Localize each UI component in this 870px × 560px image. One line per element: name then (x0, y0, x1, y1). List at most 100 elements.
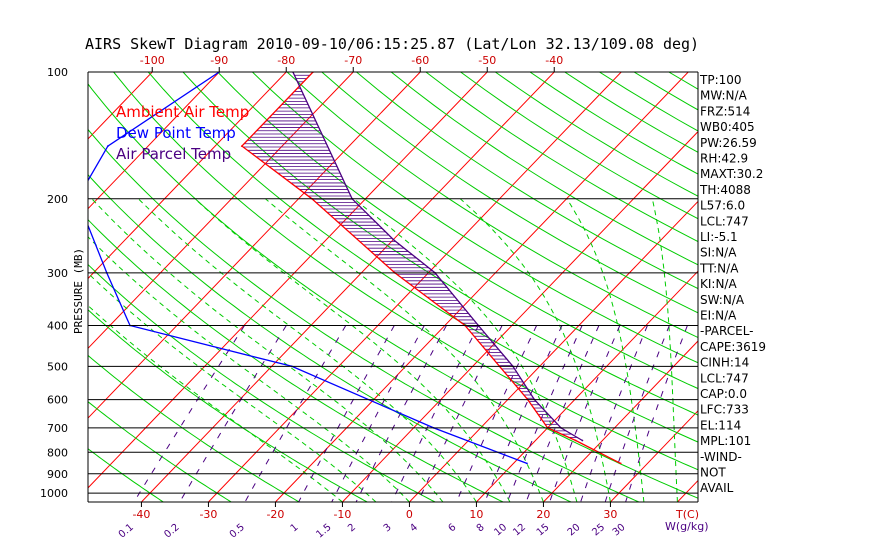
dry-adiabat-line (113, 72, 698, 471)
y-axis-label: PRESSURE (MB) (72, 248, 85, 334)
moist-adiabat-line (91, 198, 444, 502)
index-item: -WIND- (700, 450, 742, 464)
dry-adiabat-line (88, 218, 504, 502)
dry-adiabat-line (217, 72, 698, 390)
isotherm-line (88, 72, 488, 489)
mixing-ratio-line (456, 325, 538, 502)
dry-adiabat-line (88, 354, 300, 502)
moist-adiabat-line (459, 198, 611, 502)
isotherm-line (88, 72, 421, 419)
mixing-ratio-line (506, 325, 583, 502)
pressure-tick-label: 700 (47, 422, 68, 435)
index-item: LCL:747 (700, 371, 749, 385)
cape-hatch-layer (243, 72, 578, 438)
series-point (392, 238, 395, 241)
bottom-temp-tick-label: -20 (266, 508, 284, 521)
index-item: TP:100 (699, 73, 742, 87)
moist-adiabat-line (265, 198, 544, 502)
mixing-ratio-tick-label: 6 (446, 522, 458, 535)
index-item: NOT (700, 466, 726, 480)
moist-adiabat-line (194, 198, 511, 502)
dry-adiabat-line (88, 263, 436, 502)
bottom-temp-tick-label: 10 (469, 508, 483, 521)
pressure-tick-label: 800 (47, 446, 68, 459)
index-item: RH:42.9 (700, 152, 748, 166)
mixing-ratio-line (549, 325, 621, 502)
dry-adiabat-line (88, 309, 368, 502)
bottom-temp-tick-label: -10 (333, 508, 351, 521)
isotherm-line (409, 200, 698, 502)
mixing-ratio-line (179, 325, 287, 502)
dry-adiabat-line (356, 72, 698, 290)
index-item: LFC:733 (700, 403, 749, 417)
isotherm-line (476, 270, 698, 502)
dry-adiabat-line (88, 401, 232, 502)
series-point (574, 439, 577, 442)
series-line-dew-point-temp (88, 72, 528, 465)
index-item: MAXT:30.2 (700, 167, 763, 181)
series-point (526, 462, 528, 465)
index-item: EL:114 (700, 418, 741, 432)
index-item: L57:6.0 (700, 199, 745, 213)
index-item: KI:N/A (700, 277, 737, 291)
index-item: TH:4088 (699, 183, 751, 197)
series-line-ambient-air-temp (240, 72, 621, 464)
dry-adiabat-line (286, 72, 698, 339)
mixing-ratio-line (525, 325, 600, 502)
pressure-tick-label: 900 (47, 468, 68, 481)
mixing-ratio-line (417, 325, 503, 502)
index-item: -PARCEL- (700, 324, 754, 338)
mixing-ratio-tick-label: 3 (382, 522, 394, 535)
series-point (581, 439, 584, 442)
index-item: MW:N/A (700, 89, 748, 103)
legend-dew-point: Dew Point Temp (116, 124, 236, 142)
legend-ambient-air: Ambient Air Temp (116, 103, 249, 121)
legend: Ambient Air Temp Dew Point Temp Air Parc… (116, 103, 249, 163)
pressure-tick-label: 600 (47, 394, 68, 407)
series-point (619, 462, 622, 465)
index-item: SW:N/A (700, 293, 745, 307)
series-point (106, 145, 109, 148)
pressure-tick-label: 400 (47, 320, 68, 333)
isotherm-line (88, 72, 287, 280)
moist-adiabat-line (88, 236, 410, 502)
mixing-ratio-line (133, 325, 245, 502)
mixing-ratio-tick-label: 2 (346, 522, 358, 535)
mixing-ratio-line (625, 325, 688, 502)
mixing-ratio-tick-label: 8 (475, 522, 487, 535)
dry-adiabat-line (88, 83, 698, 499)
dry-adiabat-line (88, 174, 572, 502)
index-item: CAP:0.0 (700, 387, 747, 401)
index-item: LCL:747 (700, 214, 749, 228)
index-item: CINH:14 (700, 356, 749, 370)
isotherm-line (141, 72, 555, 502)
dry-adiabat-line (321, 72, 698, 314)
bottom-temp-tick-label: 0 (406, 508, 413, 521)
moist-adiabat-line (566, 198, 645, 502)
top-temp-tick-label: -100 (140, 54, 165, 67)
index-item: SI:N/A (700, 246, 737, 260)
mixing-ratio-axis-label: W(g/kg) (665, 520, 709, 533)
mixing-ratio-line (484, 325, 563, 502)
moist-adiabat-line (353, 198, 578, 502)
legend-air-parcel: Air Parcel Temp (116, 145, 231, 163)
index-item: LI:-5.1 (700, 230, 738, 244)
chart-title: AIRS SkewT Diagram 2010-09-10/06:15:25.8… (85, 35, 699, 53)
bottom-temp-tick-label: 20 (536, 508, 550, 521)
bottom-temp-tick-label: -40 (132, 508, 150, 521)
dry-adiabat-line (147, 72, 698, 443)
bottom-temp-tick-label: -30 (199, 508, 217, 521)
dry-adiabat-line (390, 72, 698, 266)
top-temp-tick-label: -40 (545, 54, 563, 67)
pressure-tick-label: 500 (47, 360, 68, 373)
isotherm-line (610, 410, 698, 502)
index-item: WB0:405 (700, 120, 755, 134)
top-temp-tick-label: -90 (210, 54, 228, 67)
mixing-ratio-tick-label: 1 (289, 522, 301, 535)
mixing-ratio-line (604, 325, 670, 502)
index-item: AVAIL (700, 481, 734, 495)
